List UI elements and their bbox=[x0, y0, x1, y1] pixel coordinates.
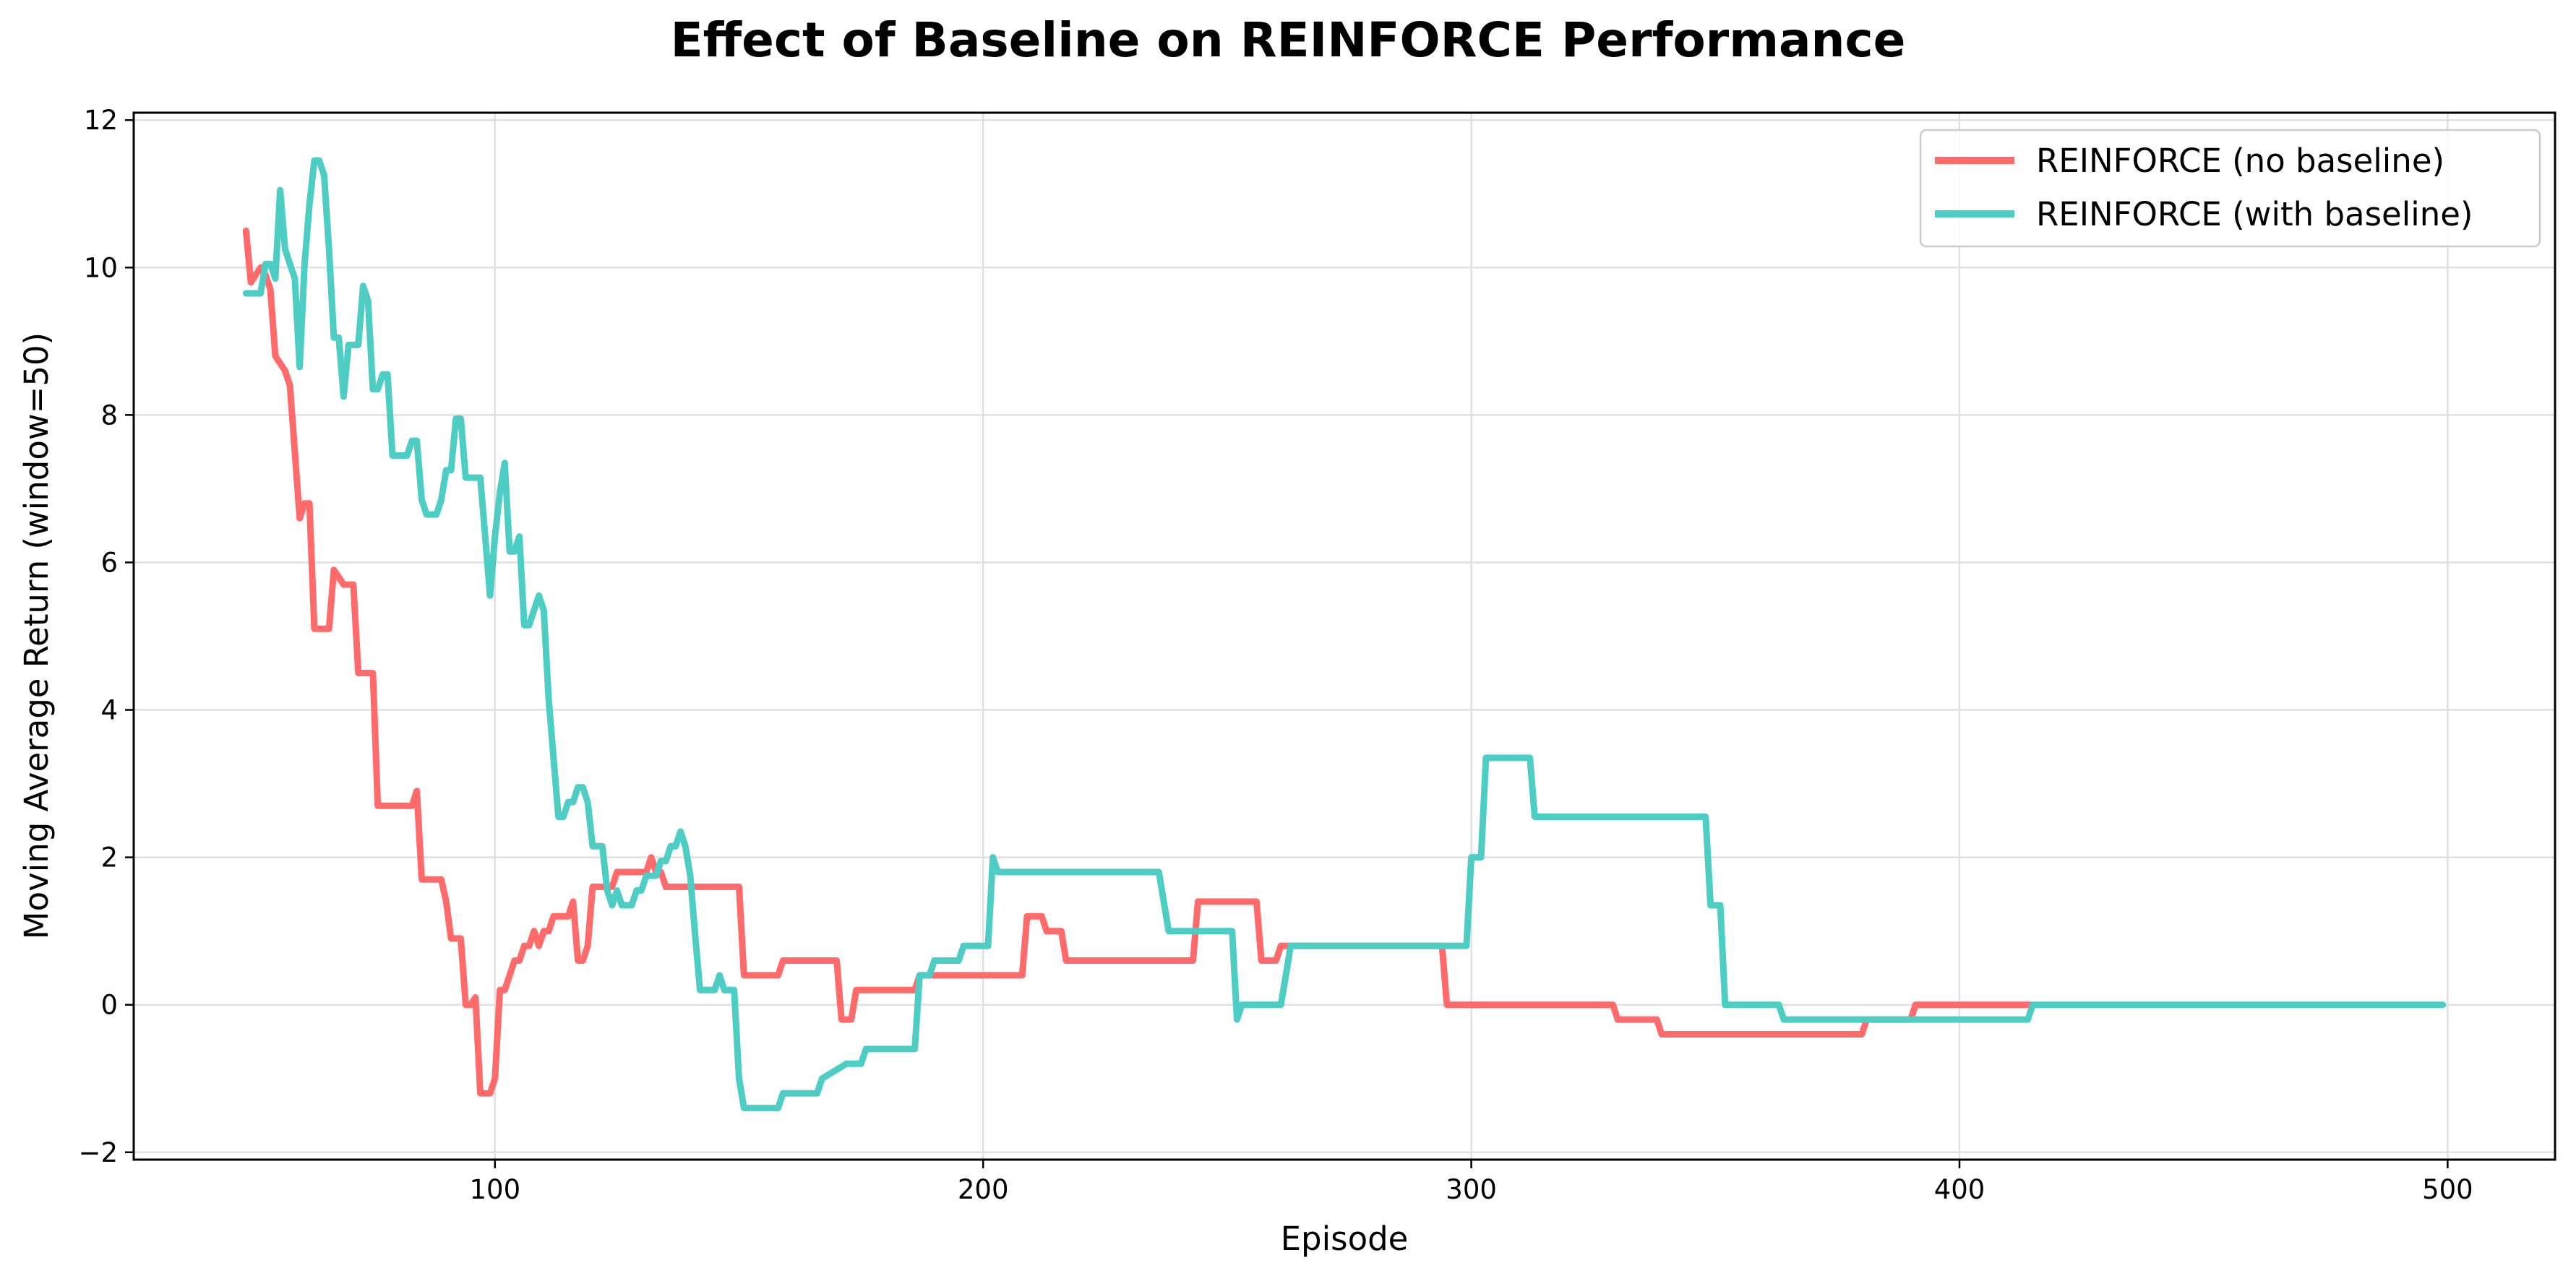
x-tick-label: 300 bbox=[1446, 1174, 1497, 1205]
legend-box bbox=[1919, 129, 2541, 248]
y-tick-label: 10 bbox=[84, 252, 118, 283]
chart-title: Effect of Baseline on REINFORCE Performa… bbox=[671, 12, 1906, 68]
y-tick-label: −2 bbox=[78, 1137, 118, 1168]
series-lines bbox=[242, 157, 2447, 1112]
y-tick-label: 6 bbox=[100, 547, 118, 578]
legend: REINFORCE (no baseline) REINFORCE (with … bbox=[1919, 129, 2541, 248]
y-axis-ticks: −2 0 2 4 6 8 10 12 bbox=[78, 105, 134, 1168]
y-tick-label: 4 bbox=[100, 695, 118, 726]
series-line-with-baseline bbox=[242, 157, 2447, 1112]
y-tick-label: 2 bbox=[100, 842, 118, 874]
y-tick-label: 8 bbox=[100, 400, 118, 431]
x-axis-ticks: 100 200 300 400 500 bbox=[469, 1160, 2473, 1205]
plot-area-frame bbox=[132, 111, 2556, 1161]
series-line-no-baseline bbox=[242, 227, 2036, 1097]
legend-label-with-baseline: REINFORCE (with baseline) bbox=[2036, 195, 2473, 233]
x-axis-label: Episode bbox=[1281, 1220, 1409, 1258]
x-tick-label: 500 bbox=[2422, 1174, 2473, 1205]
y-tick-label: 12 bbox=[84, 105, 118, 136]
x-tick-label: 400 bbox=[1934, 1174, 1985, 1205]
y-tick-label: 0 bbox=[100, 990, 118, 1021]
x-tick-label: 100 bbox=[469, 1174, 520, 1205]
x-tick-label: 200 bbox=[958, 1174, 1009, 1205]
legend-label-no-baseline: REINFORCE (no baseline) bbox=[2036, 142, 2444, 180]
y-axis-label: Moving Average Return (window=50) bbox=[17, 332, 56, 939]
